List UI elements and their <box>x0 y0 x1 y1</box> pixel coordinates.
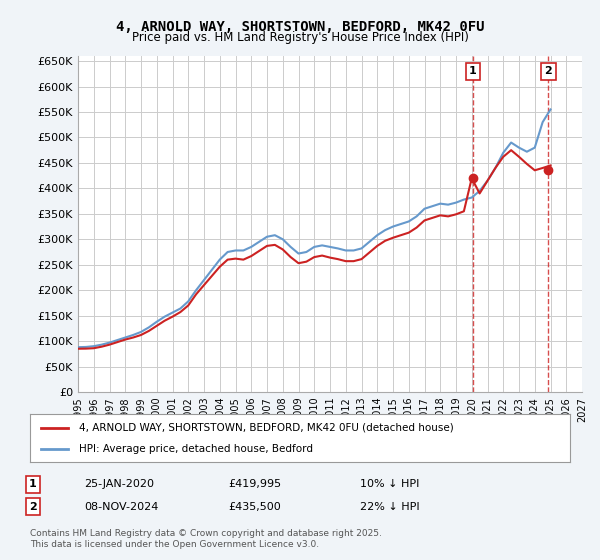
Text: £435,500: £435,500 <box>228 502 281 512</box>
Text: 4, ARNOLD WAY, SHORTSTOWN, BEDFORD, MK42 0FU (detached house): 4, ARNOLD WAY, SHORTSTOWN, BEDFORD, MK42… <box>79 423 454 433</box>
Text: 1: 1 <box>29 479 37 489</box>
Text: 22% ↓ HPI: 22% ↓ HPI <box>360 502 419 512</box>
Text: 2: 2 <box>29 502 37 512</box>
Text: Price paid vs. HM Land Registry's House Price Index (HPI): Price paid vs. HM Land Registry's House … <box>131 31 469 44</box>
Text: 2: 2 <box>544 66 552 76</box>
Text: Contains HM Land Registry data © Crown copyright and database right 2025.
This d: Contains HM Land Registry data © Crown c… <box>30 529 382 549</box>
Text: 10% ↓ HPI: 10% ↓ HPI <box>360 479 419 489</box>
Text: HPI: Average price, detached house, Bedford: HPI: Average price, detached house, Bedf… <box>79 444 313 454</box>
Text: 08-NOV-2024: 08-NOV-2024 <box>84 502 158 512</box>
Text: 25-JAN-2020: 25-JAN-2020 <box>84 479 154 489</box>
Text: £419,995: £419,995 <box>228 479 281 489</box>
Text: 1: 1 <box>469 66 477 76</box>
Text: 4, ARNOLD WAY, SHORTSTOWN, BEDFORD, MK42 0FU: 4, ARNOLD WAY, SHORTSTOWN, BEDFORD, MK42… <box>116 20 484 34</box>
